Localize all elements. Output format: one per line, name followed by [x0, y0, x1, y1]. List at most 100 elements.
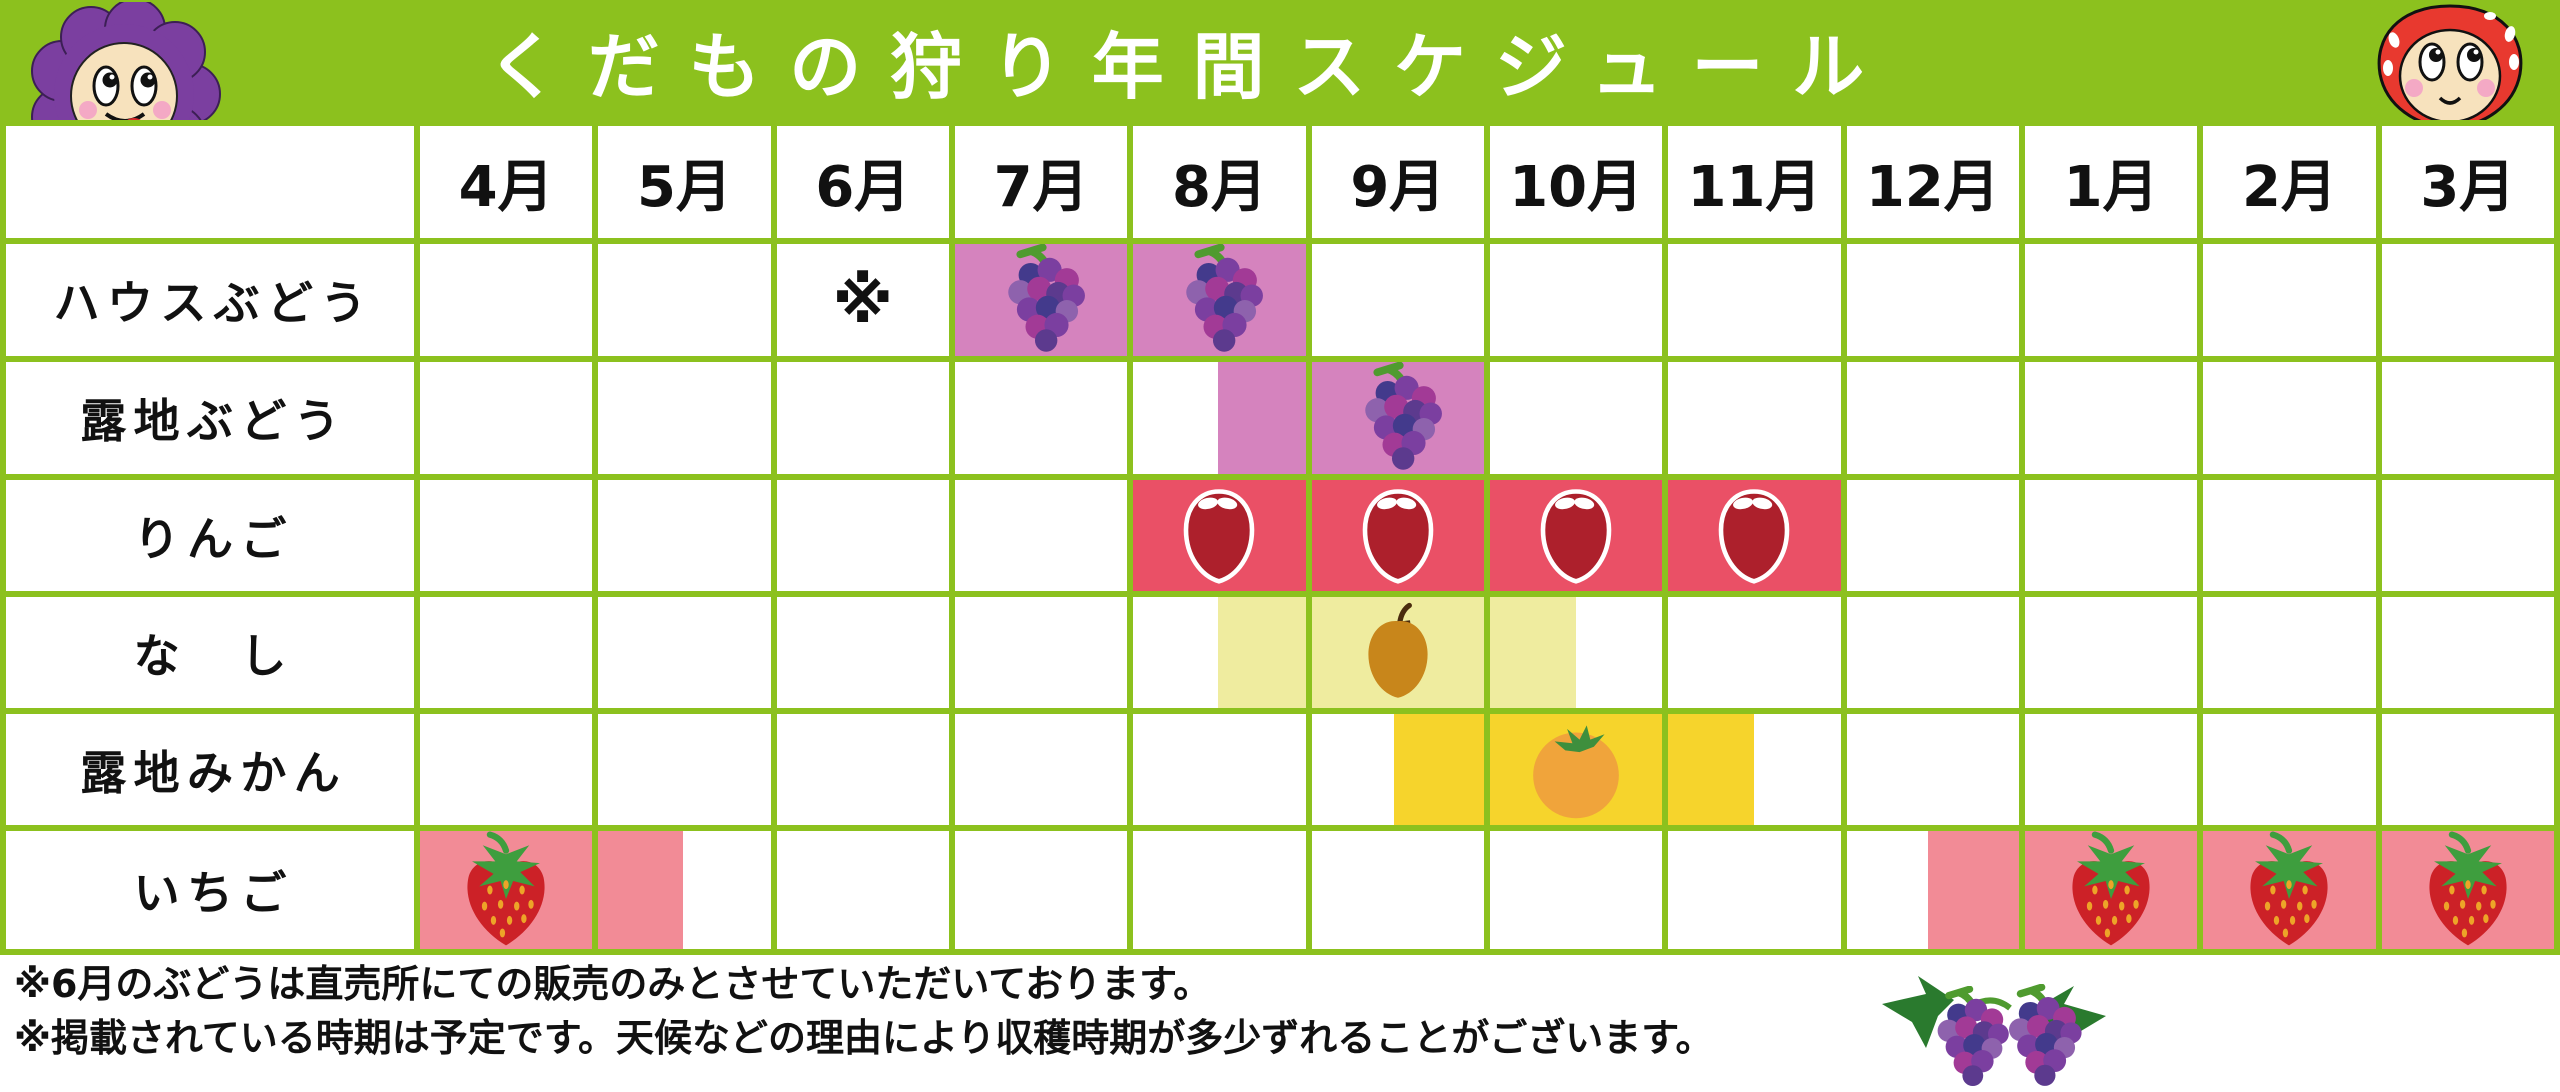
- title-bar: くだもの狩り年間スケジュール: [0, 0, 2560, 120]
- schedule-cell: [598, 362, 771, 474]
- schedule-cell: [1846, 480, 2019, 591]
- schedule-cell: [1133, 714, 1306, 825]
- schedule-cell: [2203, 831, 2376, 949]
- schedule-cell: [2024, 244, 2198, 356]
- schedule-cell: [598, 597, 771, 708]
- schedule-cell: [2024, 831, 2198, 949]
- row-label-apple: りんご: [6, 480, 414, 591]
- season-fill: [1394, 714, 1484, 825]
- season-fill: [1489, 597, 1577, 708]
- schedule-cell: [1846, 244, 2019, 356]
- row-label-field-grape: 露地ぶどう: [6, 362, 414, 474]
- row-label-house-grape: ハウスぶどう: [6, 244, 414, 356]
- footnotes: ※6月のぶどうは直売所にての販売のみとさせていただいております。 ※掲載されてい…: [14, 958, 1894, 1066]
- schedule-cell: [1311, 480, 1484, 591]
- schedule-cell: [1311, 831, 1484, 949]
- schedule-cell: [1489, 480, 1663, 591]
- strawberry-icon: [2229, 831, 2349, 949]
- schedule-cell: [1668, 597, 1841, 708]
- schedule-table: 4月 5月 6月 7月 8月 9月 10月 11月 12月 1月 2月 3月 ハ…: [0, 120, 2560, 955]
- schedule-cell: [1133, 362, 1306, 474]
- schedule-cell: [1489, 831, 1663, 949]
- schedule-cell: [2381, 244, 2554, 356]
- schedule-cell: [776, 362, 949, 474]
- row-label-strawberry: いちご: [6, 831, 414, 949]
- schedule-cell: [420, 244, 593, 356]
- schedule-cell: ※: [776, 244, 949, 356]
- schedule-cell: [954, 831, 1128, 949]
- strawberry-icon: [2408, 831, 2528, 949]
- apple-icon: [1710, 484, 1798, 587]
- season-fill: [1217, 362, 1306, 474]
- schedule-cell: [1489, 244, 1663, 356]
- month-header-cell: 1月: [2024, 126, 2198, 238]
- strawberry-icon: [2051, 831, 2171, 949]
- page-title: くだもの狩り年間スケジュール: [486, 24, 1894, 109]
- footnote-line-1: ※6月のぶどうは直売所にての販売のみとさせていただいております。: [14, 962, 1212, 1006]
- strawberry-icon: [446, 831, 566, 949]
- schedule-cell: [598, 480, 771, 591]
- schedule-cell: [1489, 714, 1663, 825]
- schedule-cell: [2024, 362, 2198, 474]
- schedule-cell: [954, 714, 1128, 825]
- schedule-cell: [1489, 362, 1663, 474]
- schedule-cell: [2024, 714, 2198, 825]
- season-fill: [1668, 714, 1755, 825]
- schedule-cell: [1846, 362, 2019, 474]
- month-header-cell: 11月: [1668, 126, 1841, 238]
- row-label-pear: な し: [6, 597, 414, 708]
- schedule-cell: [2381, 714, 2554, 825]
- row-label-mandarin: 露地みかん: [6, 714, 414, 825]
- schedule-cell: [2203, 362, 2376, 474]
- schedule-cell: [598, 714, 771, 825]
- month-header-cell: 6月: [776, 126, 949, 238]
- schedule-cell: [420, 480, 593, 591]
- month-header-cell: 12月: [1846, 126, 2019, 238]
- month-header-cell: 7月: [954, 126, 1128, 238]
- schedule-cell: [1311, 714, 1484, 825]
- schedule-cell: [2203, 244, 2376, 356]
- schedule-cell: [776, 831, 949, 949]
- grape-icon: [986, 244, 1096, 356]
- month-header-cell: 3月: [2381, 126, 2554, 238]
- month-header-cell: 8月: [1133, 126, 1306, 238]
- schedule-cell: [954, 597, 1128, 708]
- month-header-cell: 10月: [1489, 126, 1663, 238]
- schedule-cell: [1668, 362, 1841, 474]
- schedule-cell: [1311, 362, 1484, 474]
- schedule-cell: [776, 480, 949, 591]
- schedule-cell: [1668, 831, 1841, 949]
- schedule-cell: [954, 480, 1128, 591]
- apple-icon: [1532, 484, 1620, 587]
- schedule-cell: [598, 244, 771, 356]
- schedule-cell: [1489, 597, 1663, 708]
- schedule-cell: [420, 597, 593, 708]
- schedule-cell: [2381, 831, 2554, 949]
- season-fill: [598, 831, 683, 949]
- month-header-cell: 9月: [1311, 126, 1484, 238]
- grape-icon: [1164, 244, 1274, 356]
- apple-icon: [1354, 484, 1442, 587]
- schedule-cell: [1668, 480, 1841, 591]
- schedule-cell: [1668, 714, 1841, 825]
- decor-grapes-illustration: [1882, 976, 2106, 1090]
- season-fill: [1927, 831, 2019, 949]
- schedule-cell: [420, 714, 593, 825]
- schedule-cell: [1311, 597, 1484, 708]
- mandarin-icon: [1522, 720, 1630, 820]
- schedule-cell: [2381, 362, 2554, 474]
- schedule-cell: [2381, 597, 2554, 708]
- schedule-cell: [1846, 714, 2019, 825]
- schedule-cell: [1668, 244, 1841, 356]
- schedule-cell: [1133, 597, 1306, 708]
- schedule-cell: [598, 831, 771, 949]
- schedule-cell: [1133, 831, 1306, 949]
- schedule-cell: [1133, 480, 1306, 591]
- month-header-cell: 2月: [2203, 126, 2376, 238]
- apple-icon: [1175, 484, 1263, 587]
- schedule-cell: [1133, 244, 1306, 356]
- month-header-cell: 5月: [598, 126, 771, 238]
- schedule-cell: [2381, 480, 2554, 591]
- schedule-cell: [420, 362, 593, 474]
